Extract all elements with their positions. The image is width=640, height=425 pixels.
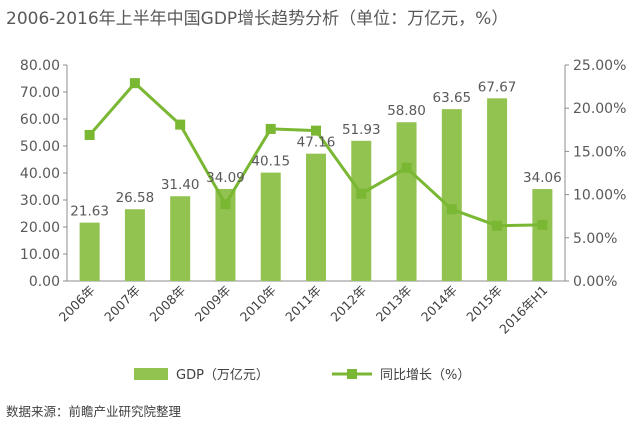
gdp-bar xyxy=(215,188,236,281)
growth-point xyxy=(84,129,95,140)
y-right-tick-label: 10.00% xyxy=(573,188,626,204)
y-left-tick-label: 10.00 xyxy=(20,247,60,263)
x-tick-label: 2010年 xyxy=(237,283,279,325)
y-right-tick-label: 15.00% xyxy=(573,144,626,160)
y-left-tick-label: 20.00 xyxy=(20,220,60,236)
gdp-bar xyxy=(396,122,417,282)
x-tick-label: 2012年 xyxy=(327,283,369,325)
growth-point xyxy=(537,219,548,230)
gdp-bar xyxy=(532,189,553,281)
y-left-tick-label: 70.00 xyxy=(20,85,60,101)
y-left-tick-label: 60.00 xyxy=(20,112,60,128)
gdp-data-label: 34.06 xyxy=(523,170,562,186)
y-left-tick-label: 40.00 xyxy=(20,166,60,182)
gdp-bar xyxy=(170,196,191,281)
gdp-bar xyxy=(260,172,281,281)
gdp-bar xyxy=(79,222,100,281)
y-right-tick-label: 20.00% xyxy=(573,101,626,117)
growth-point xyxy=(175,119,186,130)
x-tick-label: 2015年 xyxy=(463,283,505,325)
growth-point xyxy=(401,162,412,173)
gdp-data-label: 40.15 xyxy=(251,154,290,170)
y-right-tick-label: 0.00% xyxy=(573,274,617,290)
x-tick-label: 2013年 xyxy=(373,283,415,325)
y-right-tick-label: 5.00% xyxy=(573,231,617,247)
gdp-data-label: 26.58 xyxy=(116,190,155,206)
growth-point xyxy=(220,199,231,210)
source-note: 数据来源：前瞻产业研究院整理 xyxy=(6,404,182,419)
gdp-bar xyxy=(487,98,508,281)
legend-gdp-swatch xyxy=(134,368,168,380)
x-tick-label: 2014年 xyxy=(418,283,460,325)
growth-point xyxy=(446,204,457,215)
x-tick-label: 2008年 xyxy=(146,283,188,325)
y-left-tick-label: 0.00 xyxy=(29,274,60,290)
growth-point xyxy=(311,125,321,136)
legend-growth-marker xyxy=(347,369,357,379)
gdp-data-label: 58.80 xyxy=(387,103,426,119)
growth-point xyxy=(492,220,503,231)
gdp-data-label: 47.16 xyxy=(297,135,336,151)
x-tick-label: 2011年 xyxy=(282,283,324,325)
growth-point xyxy=(129,78,140,89)
gdp-bar xyxy=(306,153,326,281)
x-tick-label: 2007年 xyxy=(101,283,143,325)
legend-growth-label: 同比增长（%） xyxy=(380,368,470,383)
growth-point xyxy=(356,188,367,199)
chart-title: 2006-2016年上半年中国GDP增长趋势分析（单位：万亿元，%） xyxy=(6,9,509,29)
gdp-bar xyxy=(124,209,145,281)
y-right-tick-label: 25.00% xyxy=(573,58,626,74)
y-left-tick-label: 30.00 xyxy=(20,193,60,209)
gdp-data-label: 67.67 xyxy=(478,79,517,95)
x-tick-label: 2006年 xyxy=(56,283,98,325)
x-tick-label: 2009年 xyxy=(192,283,234,325)
gdp-data-label: 51.93 xyxy=(342,122,381,138)
gdp-bar xyxy=(441,109,462,282)
gdp-data-label: 31.40 xyxy=(161,177,200,193)
gdp-data-label: 63.65 xyxy=(432,90,471,106)
x-tick-label: 2016年H1 xyxy=(496,283,550,337)
gdp-bar xyxy=(351,140,372,281)
y-left-tick-label: 50.00 xyxy=(20,139,60,155)
legend-gdp-label: GDP（万亿元） xyxy=(176,368,269,383)
gdp-data-label: 21.63 xyxy=(70,204,109,220)
growth-point xyxy=(265,123,276,134)
y-left-tick-label: 80.00 xyxy=(20,58,60,74)
gdp-data-label: 34.09 xyxy=(206,170,245,186)
